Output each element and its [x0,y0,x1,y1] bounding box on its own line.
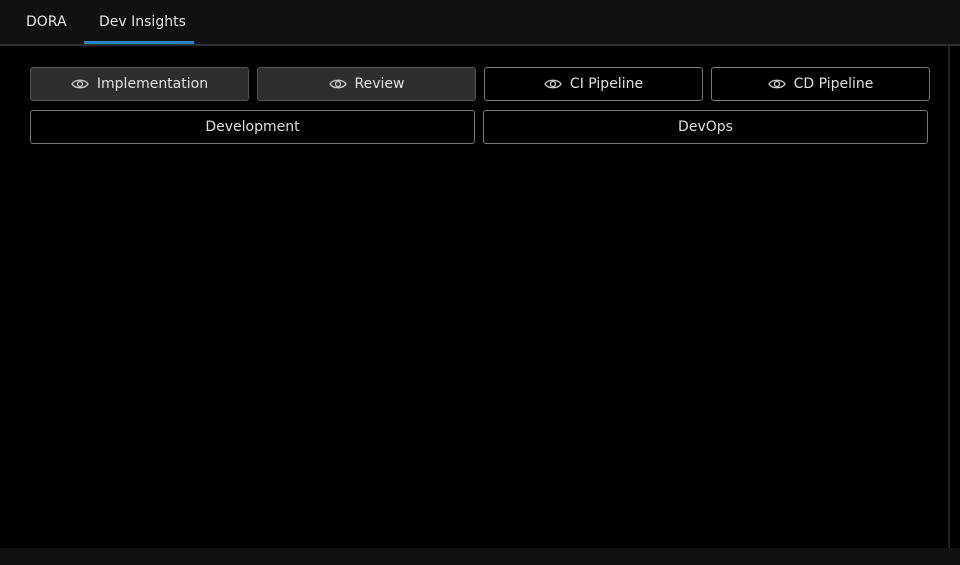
filter-button[interactable]: DevOps [483,110,928,144]
active-tab-indicator [84,41,194,44]
footer-bar [0,548,960,565]
filter-button[interactable]: Development [30,110,475,144]
button-label: DevOps [678,119,733,135]
eye-icon [71,79,89,89]
button-label: CI Pipeline [569,76,644,92]
button-label: Development [205,119,300,135]
eye-icon [767,79,786,89]
tab[interactable]: Dev Insights [99,14,186,30]
button-label: Implementation [96,76,209,92]
button-label: CD Pipeline [793,76,874,92]
tab[interactable]: DORA [26,14,67,30]
filter-button[interactable]: Implementation [30,67,249,101]
eye-icon [328,79,347,89]
filter-button[interactable]: CD Pipeline [711,67,930,101]
filter-button[interactable]: CI Pipeline [484,67,703,101]
tab-bar: DORA Dev Insights [0,0,960,46]
eye-icon [544,79,562,89]
button-label: Review [354,76,405,92]
filter-button[interactable]: Review [257,67,476,101]
